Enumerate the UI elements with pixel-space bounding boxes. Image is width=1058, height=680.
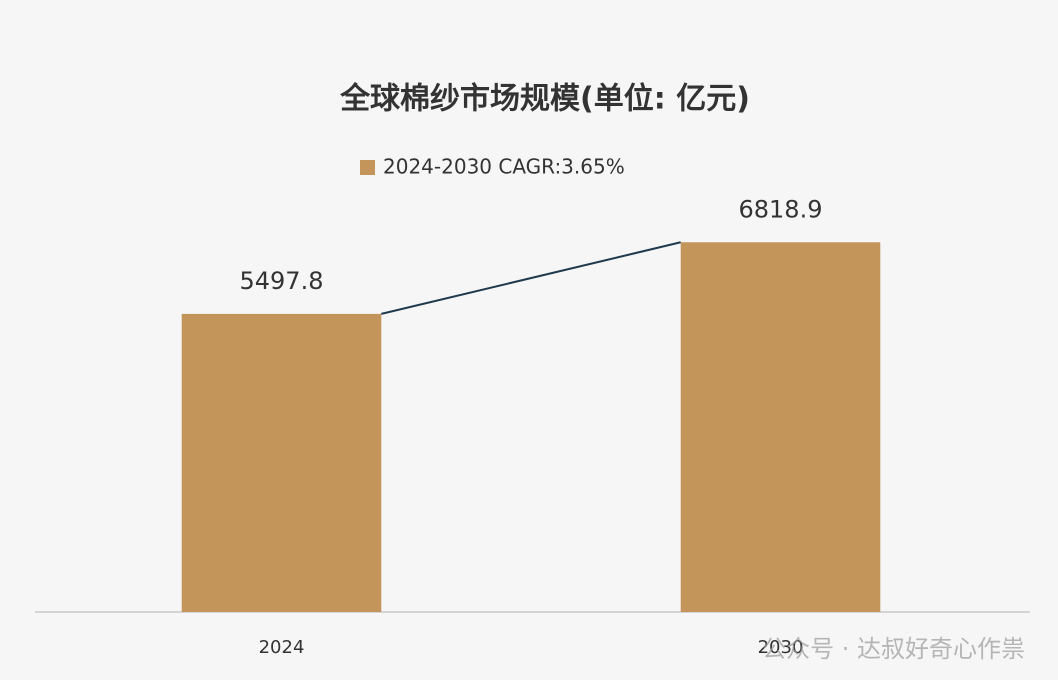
legend-label: 2024-2030 CAGR:3.65% bbox=[383, 155, 625, 179]
value-label: 5497.8 bbox=[240, 267, 324, 295]
bar bbox=[181, 313, 382, 612]
chart-title: 全球棉纱市场规模(单位: 亿元) bbox=[339, 82, 750, 117]
bar bbox=[680, 242, 881, 612]
watermark: 公众号 · 达叔好奇心作祟 bbox=[762, 635, 1025, 663]
value-label: 6818.9 bbox=[739, 195, 823, 223]
legend-swatch bbox=[360, 160, 375, 175]
x-tick-label: 2024 bbox=[259, 637, 305, 658]
cagr-connector bbox=[381, 241, 681, 315]
x-tick-label: 2030 bbox=[758, 637, 804, 658]
